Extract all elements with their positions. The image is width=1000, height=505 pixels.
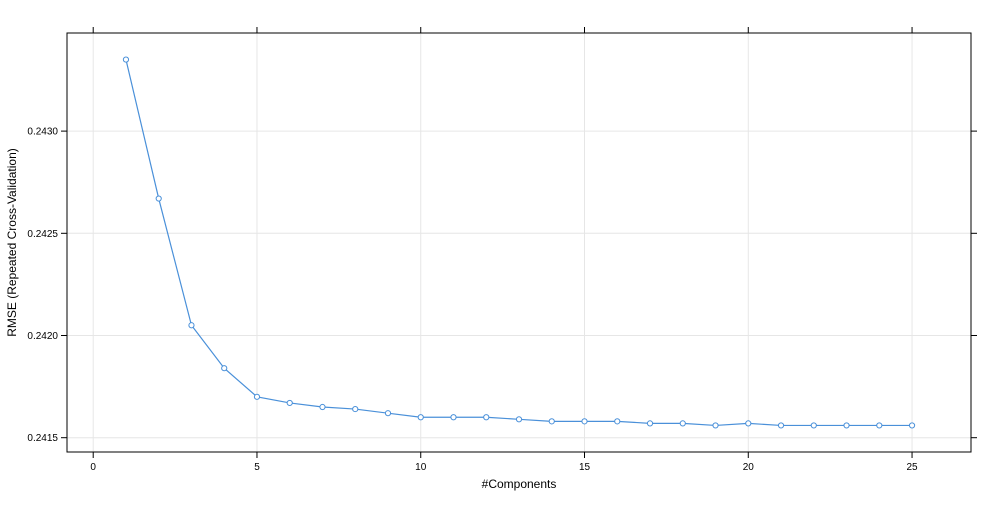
data-point [286,399,293,407]
x-tick-label: 5 [254,462,260,473]
data-point [646,420,654,427]
data-point [253,393,261,400]
y-tick-label: 0.2415 [27,433,58,444]
data-point [483,414,490,421]
data-point [745,420,752,427]
y-axis-title: RMSE (Repeated Cross-Validation) [5,148,19,337]
y-tick-label: 0.2425 [27,229,58,240]
x-tick-label: 25 [906,462,918,473]
data-point [319,403,326,411]
grid-lines [67,33,971,452]
data-point [581,418,588,425]
series-line [125,59,913,427]
data-point [417,414,424,421]
data-point [810,422,817,429]
plot-frame [66,32,972,453]
x-tick-label: 20 [743,462,755,473]
data-point [221,365,228,372]
data-point [155,195,162,202]
data-point [384,410,392,417]
series-layer [122,56,916,429]
axis-ticks: 0 5 10 15 20 25 0.2415 0.2420 0.2425 0.2430 [27,27,977,473]
x-axis-title: #Components [482,477,557,491]
data-point [679,420,686,427]
y-tick-label: 0.2430 [27,127,58,138]
x-tick-label: 10 [415,462,427,473]
data-point [515,416,523,423]
data-point [352,405,359,413]
x-tick-label: 0 [90,462,96,473]
data-point [876,422,883,429]
y-tick-label: 0.2420 [27,331,58,342]
data-point [122,56,130,63]
data-point [908,422,916,429]
data-point [614,418,621,425]
data-point [712,422,719,429]
x-tick-label: 15 [579,462,591,473]
data-point [450,414,457,421]
data-point [188,322,195,329]
data-point [777,422,785,429]
data-point [548,418,555,425]
data-point [843,422,850,429]
